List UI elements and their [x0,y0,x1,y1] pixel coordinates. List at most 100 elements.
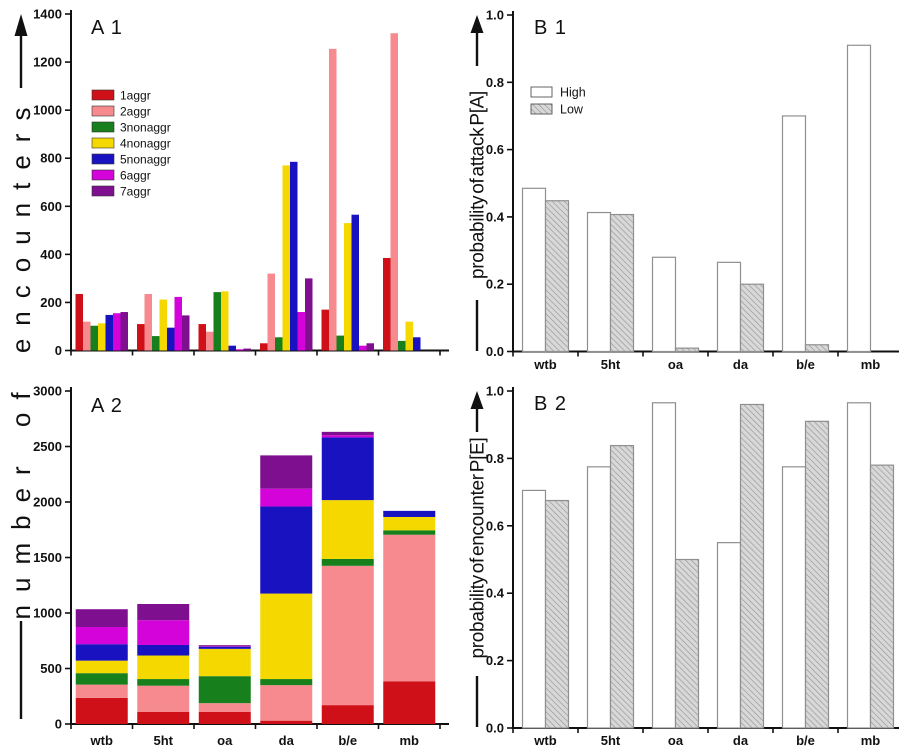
a1-y-tick-label: 0 [55,343,62,358]
a2-y-tick-label: 2000 [33,495,62,510]
a2-bar-5ht-1aggr [137,711,190,724]
b2-x-tick-label: oa [668,733,684,748]
a1-legend-label: 3nonaggr [120,121,171,135]
a1-bar-wtb-3nonaggr [90,325,98,351]
b1-y-tick-label: 0.0 [486,344,504,359]
a1-bar-da-5nonaggr [290,161,298,351]
a2-bar-5ht-4nonaggr [137,655,190,680]
a1-bar-wtb-7aggr [120,312,128,351]
b1-x-tick-label: 5ht [601,357,621,372]
b2-bar-mb-high [846,402,872,729]
b2-bar-mb-low [869,464,895,729]
a2-bar-be-5nonaggr [321,437,374,501]
a1-bar-mb-3nonaggr [398,340,406,351]
b2-bar-wtb-low [544,499,570,729]
a2-bar-wtb-2aggr [75,684,128,698]
a1-legend-swatch-1aggr [91,89,115,101]
b2-y-tick-label: 1.0 [486,384,504,399]
a2-bar-oa-5nonaggr [198,646,251,649]
a1-bar-oa-1aggr [198,324,206,351]
a-ylabel-text: number of encounters [6,95,36,620]
a1-legend-label: 4nonaggr [120,137,171,151]
a1-bar-5ht-5nonaggr [167,327,175,351]
a1-legend-swatch-4nonaggr [91,137,115,149]
a2-bar-be-7aggr [321,431,374,436]
a2-bar-wtb-6aggr [75,626,128,645]
a1-bar-wtb-4nonaggr [98,323,106,351]
a1-bar-mb-2aggr [390,33,398,351]
a-ylabel-arrow-head [14,14,28,36]
a1-bar-5ht-2aggr [144,294,152,351]
b1-legend-swatch-high [530,86,553,98]
a2-bar-mb-4nonaggr [383,516,436,531]
a2-bar-da-1aggr [260,720,313,724]
b2-x-tick-label: wtb [533,733,556,748]
labels-layer: 0 200 400 600 800 1000 1200 1400 A 1 1aggr 2aggr 3n… [6,7,880,749]
b1-ylabel-arrow-head [470,15,484,33]
a2-x-tick-label: 5ht [154,733,174,748]
a1-bar-da-7aggr [305,278,313,351]
b1-y-tick-label: 0.6 [486,142,504,157]
a1-legend-label: 2aggr [120,105,151,119]
b1-y-tick-label: 0.2 [486,277,504,292]
a2-bar-mb-5nonaggr [383,510,436,517]
a1-bar-wtb-6aggr [113,313,121,351]
a1-legend-label: 5nonaggr [120,153,171,167]
a2-bar-da-2aggr [260,685,313,721]
a2-bar-be-1aggr [321,705,374,724]
a2-bar-be-4nonaggr [321,500,374,559]
a2-x-tick-label: wtb [90,733,113,748]
b1-bar-mb-high [846,44,872,353]
b1-y-tick-label: 1.0 [486,8,504,23]
a2-bar-oa-3nonaggr [198,676,251,704]
a1-bar-da-2aggr [267,273,275,351]
a1-y-tick-label: 1200 [33,55,62,70]
a1-y-tick-label: 600 [40,199,62,214]
a1-legend-swatch-5nonaggr [91,153,115,165]
a1-bar-5ht-7aggr [182,315,190,351]
a1-y-tick-label: 200 [40,295,62,310]
a2-y-tick-label: 3000 [33,384,62,399]
a2-x-tick-label: mb [400,733,420,748]
a1-bar-oa-5nonaggr [228,345,236,351]
b2-x-tick-label: b/e [796,733,815,748]
a2-bar-da-5nonaggr [260,506,313,594]
a2-bar-5ht-2aggr [137,685,190,712]
a2-x-tick-label: b/e [338,733,357,748]
a2-bar-oa-4nonaggr [198,648,251,677]
a2-bar-oa-1aggr [198,711,251,724]
a1-bar-be-3nonaggr [336,335,344,351]
a1-bar-mb-1aggr [383,257,391,351]
a1-legend-label: 1aggr [120,89,151,103]
a2-bar-be-2aggr [321,565,374,706]
a2-panel-label: A 2 [91,395,123,417]
a2-y-tick-label: 1500 [33,550,62,565]
b1-bar-5ht-low [609,213,635,353]
a1-bar-be-6aggr [359,345,367,351]
a1-bar-5ht-6aggr [174,296,182,351]
b1-x-tick-label: oa [668,357,684,372]
b2-y-tick-label: 0.2 [486,653,504,668]
bars-layer [75,33,895,729]
a1-panel-label: A 1 [91,17,123,39]
a2-bar-5ht-6aggr [137,620,190,645]
b2-y-tick-label: 0.6 [486,518,504,533]
a1-bar-5ht-1aggr [137,324,145,351]
a2-y-tick-label: 2500 [33,439,62,454]
a2-bar-mb-2aggr [383,534,436,682]
b2-x-tick-label: da [733,733,749,748]
a2-bar-5ht-3nonaggr [137,679,190,686]
a2-bar-wtb-7aggr [75,609,128,627]
a1-legend-swatch-2aggr [91,105,115,117]
a1-bar-be-1aggr [321,309,329,351]
a2-bar-oa-6aggr [198,646,251,647]
a2-bar-mb-1aggr [383,681,436,724]
b1-bar-wtb-high [521,187,547,353]
a2-bar-be-6aggr [321,435,374,438]
a1-bar-oa-6aggr [236,349,244,351]
b1-panel-label: B 1 [534,17,567,39]
b1-x-tick-label: da [733,357,749,372]
b1-bar-da-low [739,283,765,353]
a1-y-tick-label: 400 [40,247,62,262]
a1-y-tick-label: 1000 [33,103,62,118]
